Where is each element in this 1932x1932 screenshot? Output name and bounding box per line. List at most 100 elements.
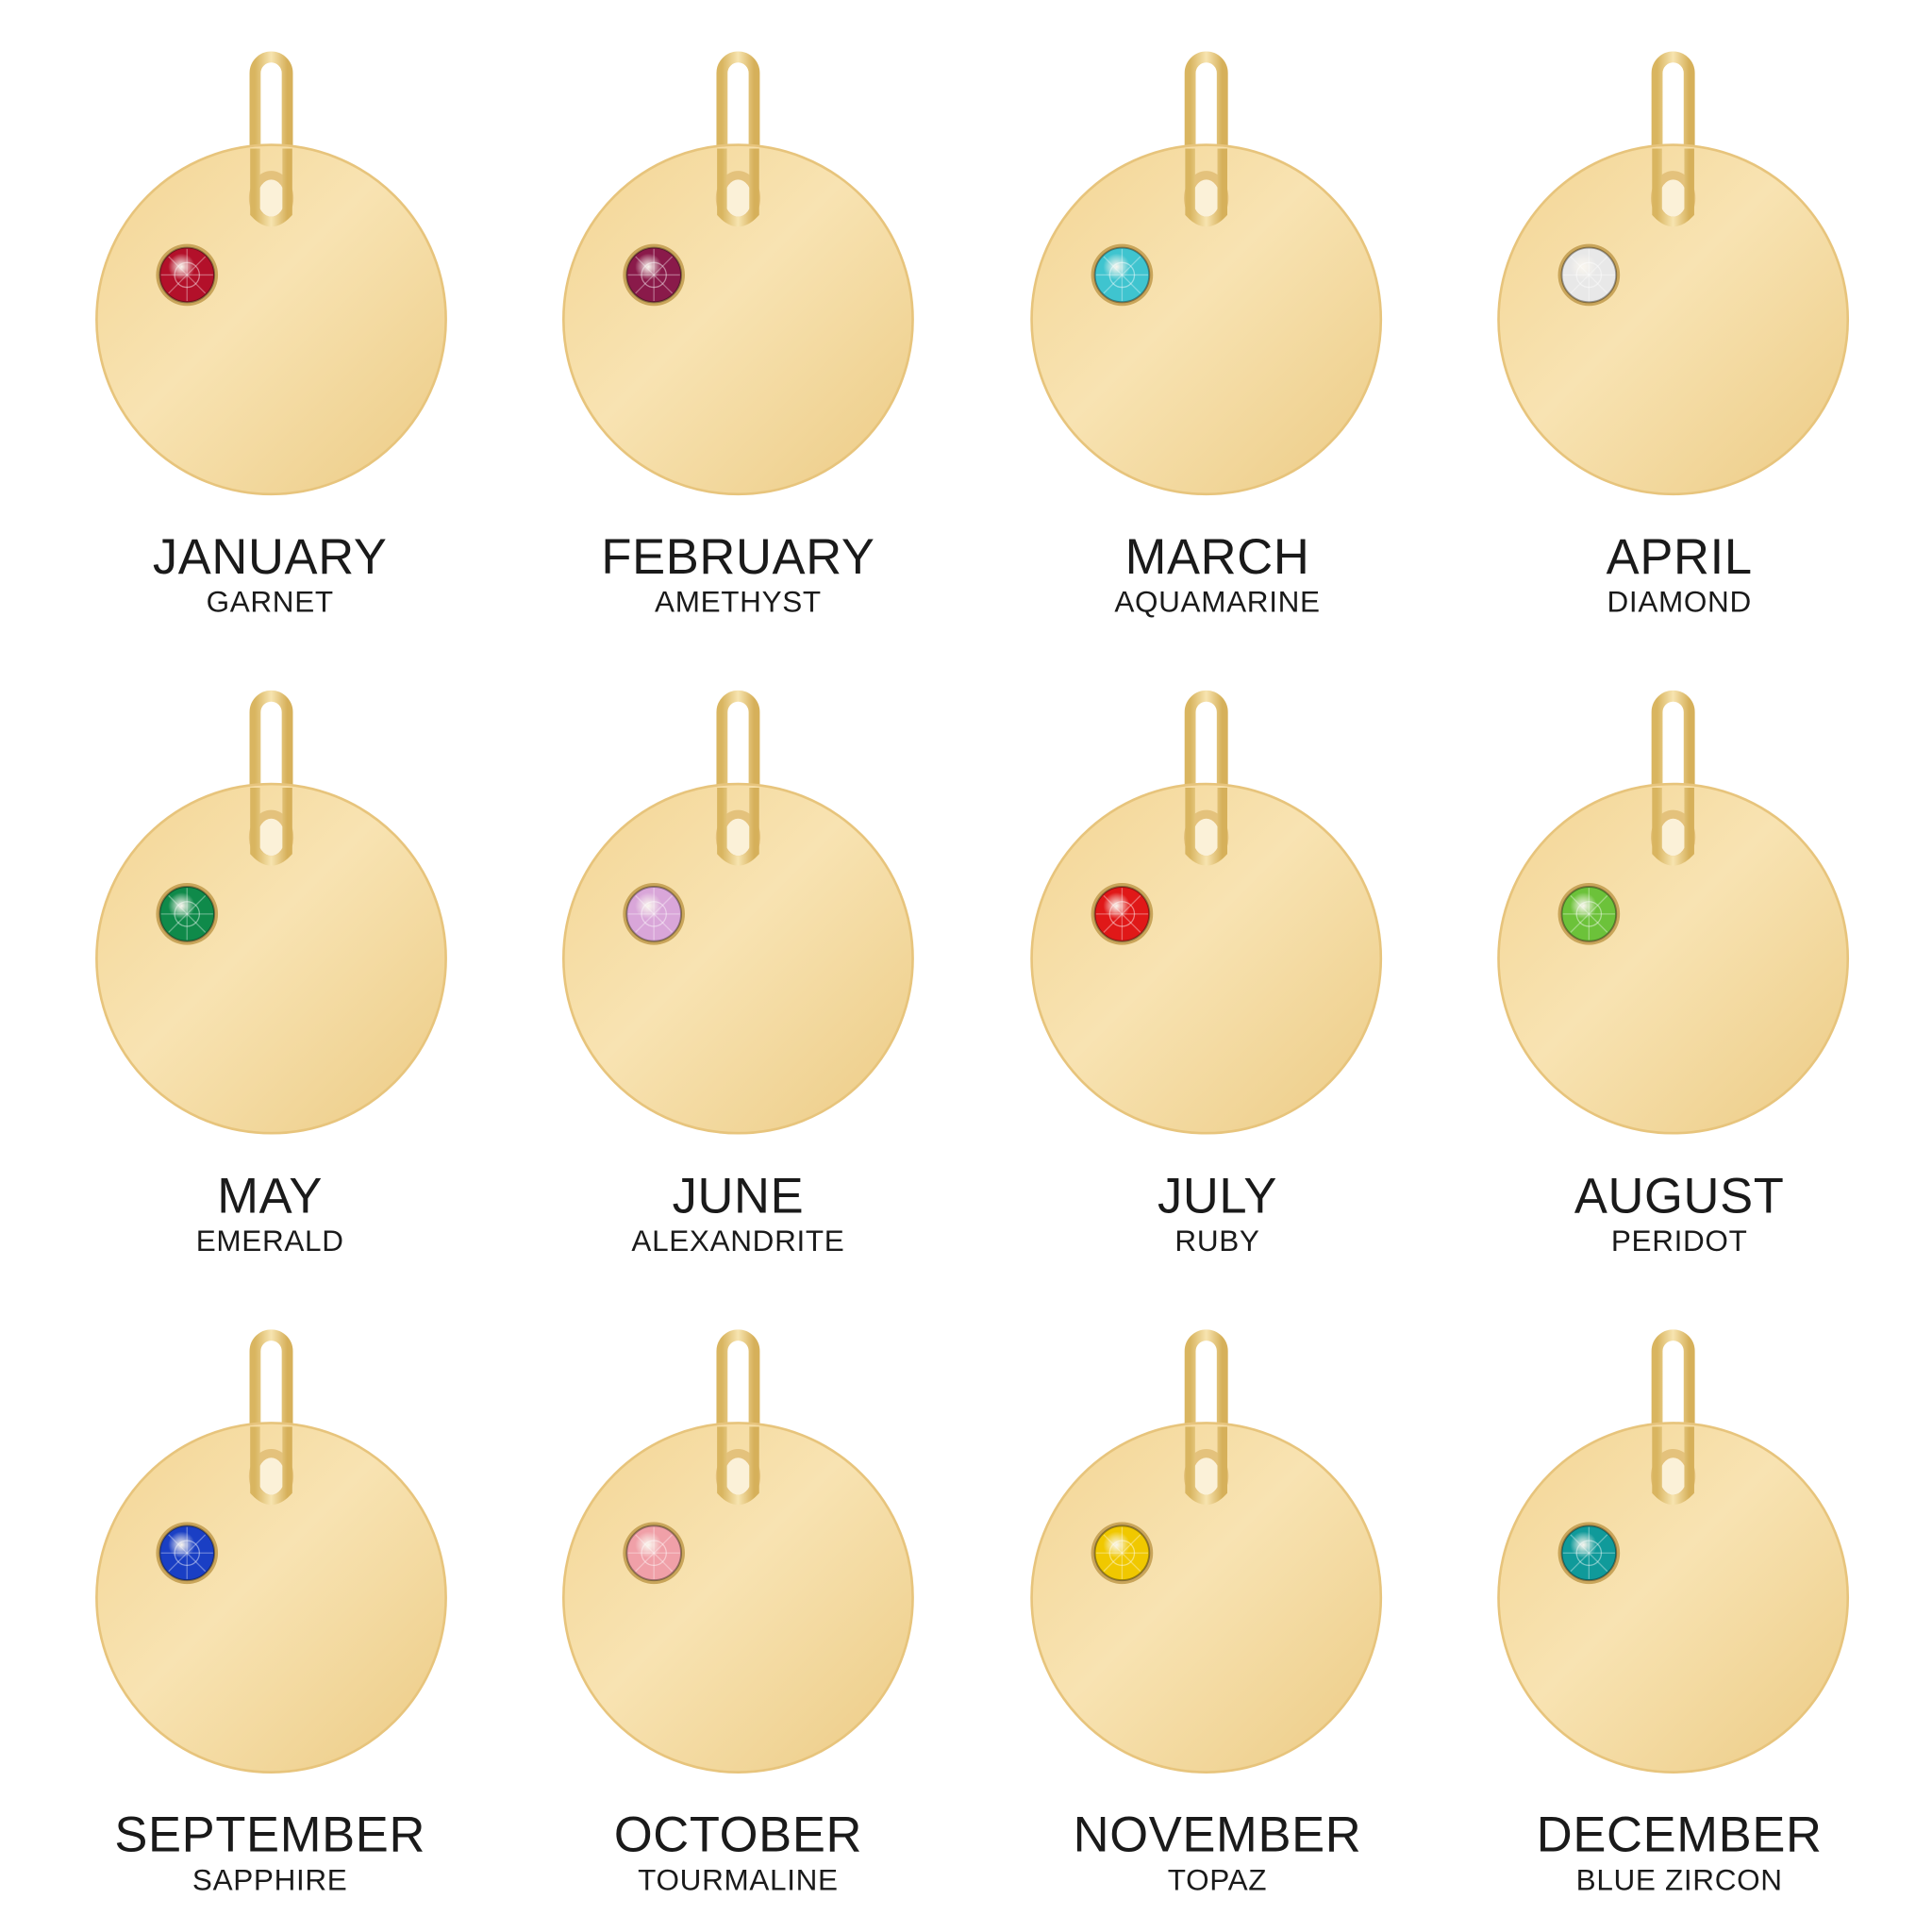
disc-hole-inner — [1192, 818, 1221, 857]
gem-facet — [1588, 274, 1608, 294]
gem — [158, 1524, 216, 1582]
jump-ring-front — [1185, 787, 1228, 866]
jump-ring-front — [1652, 787, 1694, 866]
jump-ring-front — [717, 148, 759, 227]
gem-facet — [1103, 1552, 1123, 1573]
disc-hole-inner — [724, 818, 752, 857]
disc-hole-inner — [258, 179, 285, 217]
gem-facet — [1121, 1552, 1141, 1573]
gem-facet — [635, 256, 655, 275]
disc-hole-inner — [1659, 179, 1688, 217]
jump-ring-front — [250, 1426, 292, 1506]
stone-label: DIAMOND — [1607, 585, 1752, 619]
month-label: SEPTEMBER — [114, 1807, 425, 1863]
month-label: MAY — [217, 1168, 323, 1224]
month-label: OCTOBER — [614, 1807, 862, 1863]
gem-facet — [1570, 1552, 1590, 1573]
gem-facet — [635, 1552, 655, 1573]
gem — [1560, 885, 1618, 942]
jump-ring-front — [1185, 1426, 1228, 1506]
jump-ring-front — [1652, 148, 1694, 227]
disc-hole-inner — [1659, 818, 1688, 857]
gem — [1560, 1524, 1618, 1582]
month-label: FEBRUARY — [601, 529, 874, 585]
gem-facet — [1570, 913, 1590, 933]
gem-facet — [1588, 894, 1608, 915]
disc — [1497, 143, 1850, 496]
disc-hole-inner — [1659, 1457, 1688, 1495]
disc — [562, 1422, 914, 1774]
gem-facet — [635, 894, 655, 915]
gem-facet — [1103, 274, 1123, 294]
gem — [1093, 246, 1151, 304]
gem-table — [641, 1540, 667, 1567]
stone-label: TOURMALINE — [638, 1862, 839, 1896]
gem-facet — [186, 913, 207, 933]
gem-facet — [1570, 256, 1590, 275]
disc — [1030, 1422, 1383, 1774]
jump-ring-front — [250, 787, 292, 866]
gem-facet — [186, 256, 207, 275]
gem-facet — [635, 1534, 655, 1554]
gem-table — [174, 901, 201, 927]
disc — [1030, 143, 1383, 496]
jump-ring-front — [717, 787, 759, 866]
gem — [1093, 885, 1151, 942]
disc-hole-inner — [1192, 179, 1221, 217]
disc — [95, 1422, 447, 1774]
gem-table — [641, 261, 667, 289]
stone-label: AMETHYST — [655, 585, 822, 619]
stone-label: RUBY — [1174, 1224, 1259, 1257]
stone-label: GARNET — [207, 585, 334, 619]
gem-table — [1108, 261, 1136, 289]
disc-hole-inner — [258, 1457, 285, 1495]
gem-table — [174, 261, 201, 289]
stone-label: EMERALD — [196, 1224, 344, 1257]
gem-facet — [1588, 1534, 1608, 1554]
gem-facet — [1121, 913, 1141, 933]
stone-label: PERIDOT — [1611, 1224, 1748, 1257]
month-label: NOVEMBER — [1074, 1807, 1362, 1863]
gem-table — [1575, 901, 1603, 927]
gem-facet — [1103, 913, 1123, 933]
gem-table — [641, 901, 667, 927]
gem-table — [1575, 1540, 1603, 1567]
gem-facet — [653, 894, 674, 915]
gem-facet — [168, 913, 188, 933]
month-label: JANUARY — [153, 529, 388, 585]
gem-facet — [168, 894, 188, 915]
gem — [625, 1524, 683, 1582]
disc — [1030, 782, 1383, 1135]
disc — [562, 782, 914, 1135]
gem-facet — [1103, 894, 1123, 915]
jump-ring-front — [717, 1426, 759, 1506]
gem-facet — [653, 274, 674, 294]
gem-facet — [1121, 256, 1141, 275]
gem-facet — [1570, 894, 1590, 915]
gem-facet — [653, 1552, 674, 1573]
jump-ring-front — [1185, 148, 1228, 227]
gem-facet — [635, 274, 655, 294]
gem-facet — [1121, 274, 1141, 294]
month-label: MARCH — [1125, 529, 1310, 585]
disc-hole-inner — [724, 1457, 752, 1495]
disc — [95, 143, 447, 496]
stone-label: AQUAMARINE — [1114, 585, 1320, 619]
gem-facet — [653, 256, 674, 275]
gem-facet — [168, 1552, 188, 1573]
month-label: JUNE — [673, 1168, 805, 1224]
gem-facet — [653, 913, 674, 933]
gem-facet — [1588, 1552, 1608, 1573]
gem-facet — [186, 894, 207, 915]
